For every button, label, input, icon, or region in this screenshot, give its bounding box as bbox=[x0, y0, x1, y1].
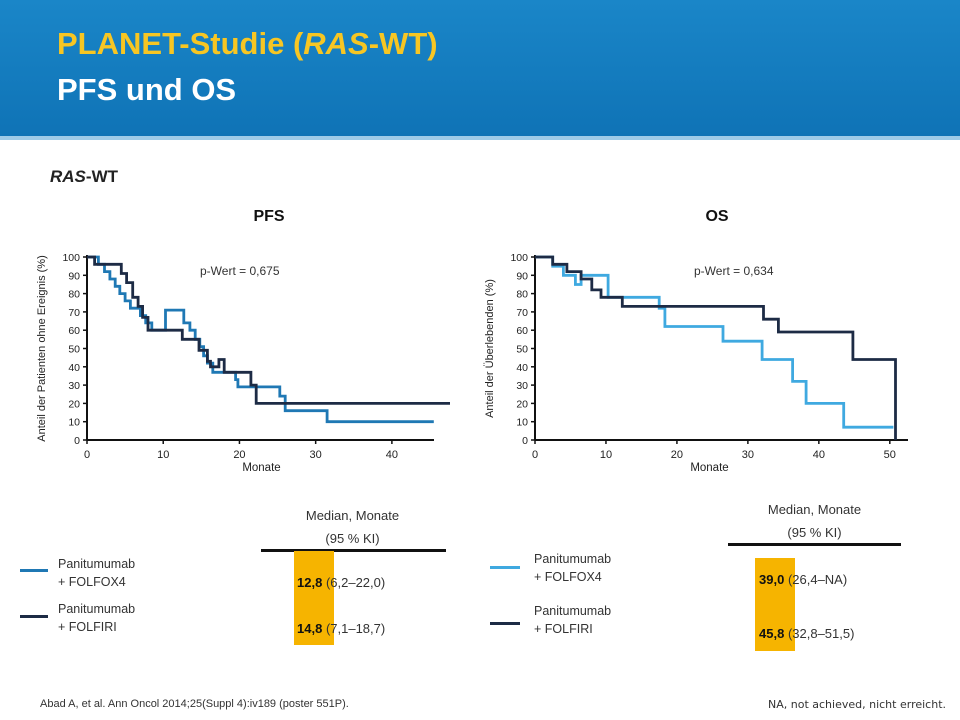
pfs-ci-header: (95 % KI) bbox=[325, 531, 380, 546]
os-x-tick-label: 20 bbox=[671, 449, 683, 461]
pfs-median-header: Median, Monate bbox=[305, 508, 400, 523]
header-banner bbox=[0, 0, 960, 136]
pfs-y-tick-label: 70 bbox=[68, 307, 80, 319]
header-divider bbox=[0, 136, 960, 140]
citation: Abad A, et al. Ann Oncol 2014;25(Suppl 4… bbox=[40, 698, 349, 710]
pfs-series-folfiri-line bbox=[87, 255, 450, 405]
os-median-header: Median, Monate bbox=[767, 502, 862, 517]
pfs-legend-folfox4-swatch bbox=[20, 569, 48, 572]
pfs-y-tick-label: 60 bbox=[68, 325, 80, 337]
pfs-legend-folfiri-label: Panitumumab + FOLFIRI bbox=[58, 602, 136, 634]
pfs-y-tick-label: 30 bbox=[68, 380, 80, 392]
pfs-folfiri-median: 14,8 (7,1–18,7) bbox=[297, 621, 386, 636]
pfs-table-rule bbox=[261, 549, 446, 552]
os-y-tick-label: 50 bbox=[516, 344, 528, 356]
os-legend-folfox4-swatch bbox=[490, 566, 520, 569]
os-series-folfox4-line bbox=[535, 255, 894, 429]
os-y-tick-label: 0 bbox=[522, 435, 528, 447]
os-y-tick-label: 80 bbox=[516, 289, 528, 301]
pfs-x-tick-label: 10 bbox=[157, 449, 169, 461]
pfs-y-tick-label: 100 bbox=[62, 252, 80, 264]
os-y-tick-label: 30 bbox=[516, 380, 528, 392]
os-y-tick-label: 70 bbox=[516, 307, 528, 319]
os-table-rule bbox=[728, 543, 901, 546]
os-legend-folfiri-swatch bbox=[490, 622, 520, 625]
os-chart-title: OS bbox=[705, 208, 728, 225]
os-x-tick-label: 10 bbox=[600, 449, 612, 461]
os-y-tick-label: 20 bbox=[516, 398, 528, 410]
os-y-axis-label: Anteil der Überlebenden (%) bbox=[484, 279, 496, 418]
pfs-median-highlight bbox=[294, 551, 334, 645]
pfs-x-tick-label: 20 bbox=[233, 449, 245, 461]
os-series-folfiri-line bbox=[535, 255, 897, 440]
pfs-p-value: p-Wert = 0,675 bbox=[200, 264, 280, 278]
os-y-tick-label: 10 bbox=[516, 417, 528, 429]
pfs-x-tick-label: 30 bbox=[310, 449, 322, 461]
pfs-folfox4-median: 12,8 (6,2–22,0) bbox=[297, 575, 386, 590]
pfs-y-tick-label: 20 bbox=[68, 398, 80, 410]
page-subtitle: PFS und OS bbox=[57, 72, 237, 107]
os-folfiri-median: 45,8 (32,8–51,5) bbox=[759, 626, 855, 641]
os-x-tick-label: 30 bbox=[742, 449, 754, 461]
os-x-tick-label: 50 bbox=[884, 449, 896, 461]
pfs-legend-folfox4-label: Panitumumab + FOLFOX4 bbox=[58, 557, 136, 589]
os-legend-folfox4-label: Panitumumab + FOLFOX4 bbox=[534, 552, 612, 584]
os-p-value: p-Wert = 0,634 bbox=[694, 264, 774, 278]
pfs-chart: PFS 0 10 20 30 40 50 60 70 80 90 100 0 10 20 30 40 Monate… bbox=[36, 208, 450, 474]
page-title: PLANET-Studie (RAS-WT) bbox=[57, 26, 438, 61]
os-median-highlight bbox=[755, 558, 795, 651]
ras-wt-label: RAS-WT bbox=[50, 167, 118, 186]
os-x-tick-label: 40 bbox=[813, 449, 825, 461]
pfs-legend-folfiri-swatch bbox=[20, 615, 48, 618]
os-y-tick-label: 40 bbox=[516, 362, 528, 374]
os-ci-header: (95 % KI) bbox=[787, 525, 842, 540]
pfs-y-tick-label: 40 bbox=[68, 362, 80, 374]
pfs-x-tick-label: 0 bbox=[84, 449, 90, 461]
pfs-y-axis-label: Anteil der Patienten ohne Ereignis (%) bbox=[36, 255, 48, 442]
os-y-tick-label: 90 bbox=[516, 270, 528, 282]
pfs-y-tick-label: 90 bbox=[68, 270, 80, 282]
os-chart: OS 0 10 20 30 40 50 60 70 80 90 100 0 10 20 30 40 50 Monat… bbox=[484, 208, 908, 474]
pfs-x-tick-label: 40 bbox=[386, 449, 398, 461]
pfs-y-tick-label: 50 bbox=[68, 344, 80, 356]
pfs-y-tick-label: 80 bbox=[68, 289, 80, 301]
os-x-tick-label: 0 bbox=[532, 449, 538, 461]
os-x-axis-label: Monate bbox=[690, 462, 728, 474]
pfs-y-tick-label: 10 bbox=[68, 417, 80, 429]
pfs-chart-title: PFS bbox=[253, 208, 284, 225]
pfs-series-folfox4-line bbox=[87, 255, 434, 424]
pfs-x-axis-label: Monate bbox=[242, 462, 280, 474]
os-legend-folfiri-label: Panitumumab + FOLFIRI bbox=[534, 604, 612, 636]
os-y-tick-label: 60 bbox=[516, 325, 528, 337]
os-folfox4-median: 39,0 (26,4–NA) bbox=[759, 572, 848, 587]
pfs-y-tick-label: 0 bbox=[74, 435, 80, 447]
os-y-tick-label: 100 bbox=[510, 252, 528, 264]
footnote: NA, not achieved, nicht erreicht. bbox=[768, 698, 946, 711]
